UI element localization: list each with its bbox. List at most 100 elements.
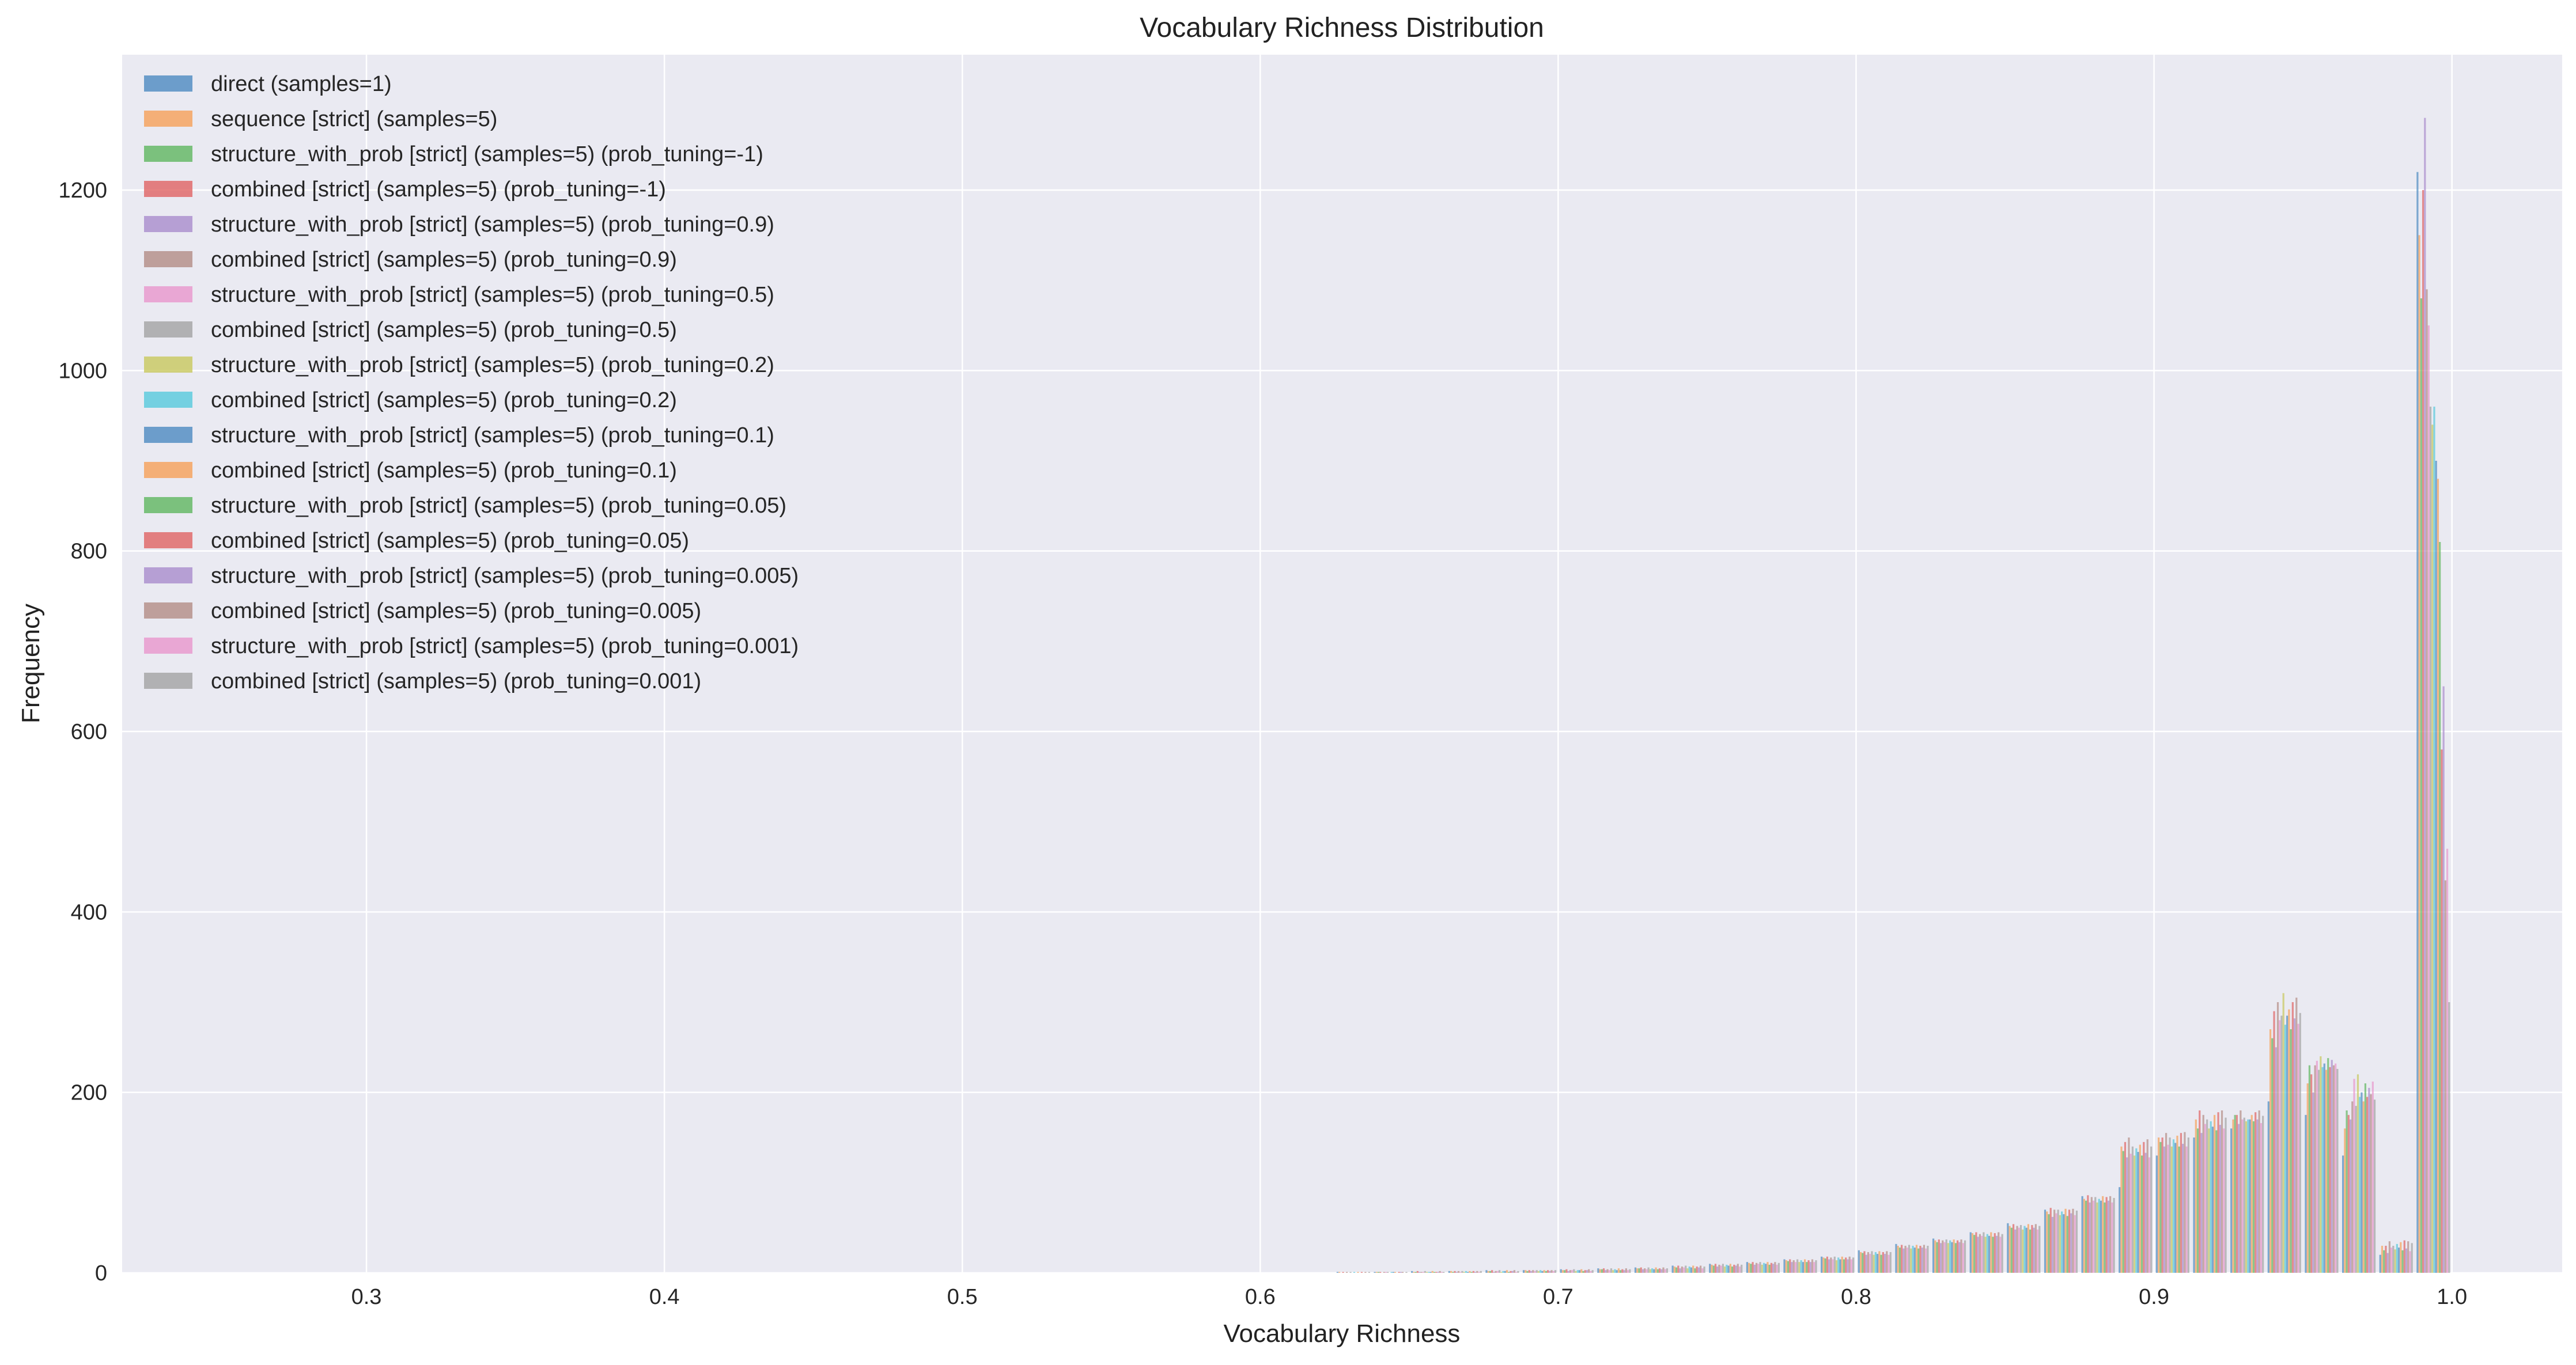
histogram-bar [2411, 1243, 2413, 1273]
histogram-bar [2119, 1187, 2121, 1273]
histogram-bar [1711, 1264, 1713, 1273]
histogram-bar [1550, 1270, 1553, 1273]
legend-item: structure_with_prob [strict] (samples=5)… [144, 634, 799, 658]
histogram-bar [2098, 1199, 2100, 1273]
legend-item: structure_with_prob [strict] (samples=5)… [144, 423, 774, 448]
histogram-bar [2074, 1215, 2076, 1273]
histogram-bar [2019, 1224, 2022, 1273]
histogram-bar [1578, 1270, 1581, 1273]
histogram-bar [1588, 1269, 1590, 1273]
legend-swatch [144, 462, 192, 478]
histogram-bar [2405, 1248, 2408, 1273]
histogram-bar [2232, 1119, 2234, 1273]
histogram-bar [1762, 1262, 1765, 1273]
histogram-bar [1878, 1251, 1881, 1273]
histogram-bar [2202, 1114, 2204, 1273]
histogram-bar [1590, 1271, 1592, 1273]
histogram-bar [1787, 1261, 1790, 1273]
histogram-bar [2148, 1157, 2151, 1273]
legend-swatch [144, 75, 192, 92]
histogram-bar [1962, 1243, 1964, 1273]
histogram-bar [1772, 1264, 1775, 1273]
histogram-bar [1638, 1268, 1640, 1273]
histogram-bar [1904, 1246, 1907, 1273]
x-tick-label: 0.6 [1245, 1285, 1276, 1309]
y-tick-label: 400 [71, 900, 107, 924]
histogram-bar [2427, 325, 2430, 1273]
histogram-bar [2038, 1226, 2041, 1273]
histogram-bar [2356, 1074, 2359, 1273]
histogram-bar [1353, 1272, 1356, 1273]
histogram-bar [2163, 1146, 2165, 1273]
histogram-bar [2085, 1200, 2087, 1273]
histogram-bar [1977, 1237, 1979, 1273]
histogram-bar [1452, 1272, 1454, 1273]
histogram-bar [1601, 1269, 1603, 1273]
histogram-bar [2327, 1058, 2329, 1273]
histogram-bar [1429, 1272, 1432, 1273]
histogram-bar [1828, 1259, 1830, 1273]
histogram-bar [1626, 1270, 1629, 1273]
legend-item: structure_with_prob [strict] (samples=5)… [144, 564, 799, 588]
histogram-bar [2442, 686, 2445, 1273]
histogram-bar [2129, 1154, 2132, 1273]
histogram-bar [1575, 1271, 1577, 1273]
histogram-bar [2182, 1143, 2184, 1273]
histogram-bar [1387, 1272, 1389, 1273]
histogram-bar [1385, 1272, 1387, 1273]
histogram-bar [2096, 1202, 2098, 1273]
grid-lines [122, 55, 2562, 1274]
histogram-bar [1440, 1272, 1443, 1273]
histogram-bar [1718, 1264, 1720, 1273]
legend-label: structure_with_prob [strict] (samples=5)… [211, 634, 799, 658]
histogram-bar [1625, 1268, 1627, 1273]
histogram-bar [2135, 1148, 2138, 1273]
histogram-bar [2290, 1029, 2292, 1273]
histogram-bar [1629, 1269, 1631, 1273]
histogram-bar [1653, 1269, 1655, 1273]
histogram-bar [1517, 1271, 1519, 1273]
histogram-bar [2386, 1253, 2389, 1273]
histogram-bar [2206, 1119, 2208, 1273]
histogram-bar [2401, 1250, 2404, 1273]
histogram-bar [1510, 1271, 1512, 1273]
histogram-bar [2392, 1246, 2395, 1273]
histogram-bar [2012, 1224, 2015, 1273]
histogram-bar [2373, 1099, 2376, 1273]
histogram-bar [1807, 1260, 1810, 1273]
histogram-bar [1567, 1271, 1569, 1273]
histogram-bar [2204, 1124, 2207, 1273]
histogram-bar [2235, 1114, 2238, 1273]
histogram-bar [2439, 542, 2441, 1273]
histogram-bar [2383, 1250, 2385, 1273]
histogram-bar [1912, 1246, 1914, 1273]
legend-label: combined [strict] (samples=5) (prob_tuni… [211, 177, 666, 202]
histogram-bar [1569, 1270, 1572, 1273]
histogram-bar [1798, 1262, 1800, 1273]
histogram-bar [1582, 1271, 1584, 1273]
histogram-bar [1564, 1270, 1566, 1273]
histogram-bar [2344, 1128, 2346, 1273]
legend-swatch [144, 251, 192, 267]
histogram-bar [1666, 1268, 1669, 1273]
histogram-bar [2250, 1114, 2253, 1273]
histogram-bars [1336, 117, 2450, 1273]
histogram-bar [2143, 1142, 2145, 1273]
histogram-bar [1448, 1271, 1450, 1273]
histogram-bar [2394, 1249, 2396, 1273]
histogram-bar [1986, 1234, 1988, 1273]
histogram-bar [1761, 1264, 1763, 1273]
legend-label: structure_with_prob [strict] (samples=5)… [211, 142, 763, 166]
x-tick-label: 0.7 [1543, 1285, 1573, 1309]
legend-item: sequence [strict] (samples=5) [144, 107, 497, 131]
histogram-bar [1480, 1271, 1482, 1273]
histogram-bar [2262, 1116, 2264, 1273]
histogram-bar [1614, 1269, 1616, 1273]
histogram-bar [1565, 1269, 1568, 1273]
histogram-bar [2199, 1110, 2201, 1273]
histogram-bar [1802, 1262, 1804, 1273]
histogram-bar [1813, 1262, 1815, 1273]
histogram-bar [2347, 1114, 2350, 1273]
histogram-bar [1470, 1272, 1473, 1273]
